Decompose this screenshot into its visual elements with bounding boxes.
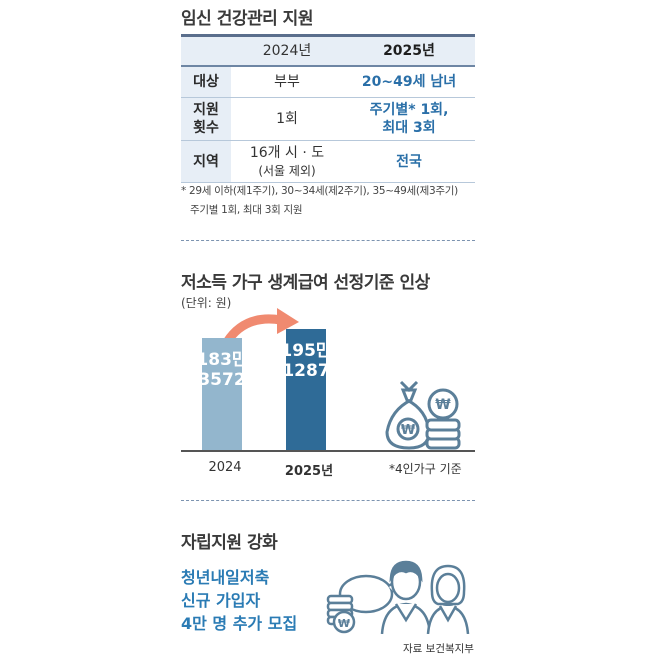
row-label-target: 대상 <box>181 67 231 97</box>
table-footnote-line1: * 29세 이하(제1주기), 30~34세(제2주기), 35~49세(제3주… <box>181 185 458 197</box>
cell-2024-region: 16개 시 · 도 (서울 제외) <box>231 141 343 182</box>
cell-2024-region-line1: 16개 시 · 도 <box>249 144 325 161</box>
announcement-line2: 신규 가입자 <box>181 591 261 610</box>
source-label: 자료 보건복지부 <box>403 643 474 655</box>
announcement-line1: 청년내일저축 <box>181 568 270 587</box>
cell-2024-target: 부부 <box>274 74 300 90</box>
cell-2025-region: 전국 <box>396 153 422 170</box>
bar-chart: 183만 3572 195만 1287 2024 2025년 ₩ ₩ *4인가구… <box>181 300 475 480</box>
svg-text:₩: ₩ <box>338 617 350 630</box>
cell-2025-count-line2: 최대 3회 <box>382 120 436 136</box>
chart-unit-label: (단위: 원) <box>181 296 232 310</box>
young-man-icon <box>380 560 432 634</box>
coin-stack-icon: ₩ <box>425 388 461 450</box>
table-footnote-line2: 주기별 1회, 최대 3회 지원 <box>190 204 303 216</box>
bar-value-2024-line2: 3572 <box>198 370 246 390</box>
header-rule <box>181 65 475 67</box>
table-row: 지역 16개 시 · 도 (서울 제외) 전국 <box>181 141 475 182</box>
table-bottom-rule <box>181 182 475 183</box>
cell-2025-count: 주기별* 1회, 최대 3회 <box>343 98 475 140</box>
section-divider <box>181 240 475 241</box>
chart-footnote: *4인가구 기준 <box>389 462 462 476</box>
header-blank-cell <box>181 37 231 65</box>
x-tick-2025: 2025년 <box>284 464 334 479</box>
cell-2024-region-line2: (서울 제외) <box>258 163 316 178</box>
cell-2025-target: 20~49세 남녀 <box>361 74 457 90</box>
svg-text:₩: ₩ <box>435 397 451 413</box>
row-label-region: 지역 <box>181 141 231 182</box>
savings-announcement: 청년내일저축 신규 가입자 4만 명 추가 모집 <box>181 566 297 635</box>
row-label-count-line1: 지원 <box>193 102 219 118</box>
table-row: 지원 횟수 1회 주기별* 1회, 최대 3회 <box>181 98 475 140</box>
curved-arrow-icon <box>222 308 299 346</box>
money-bag-icon: ₩ <box>385 380 431 450</box>
row-rule <box>181 97 475 98</box>
svg-text:₩: ₩ <box>401 423 416 438</box>
section-title-pregnancy: 임신 건강관리 지원 <box>181 9 313 29</box>
bar-value-2024-line1: 183만 <box>196 350 248 370</box>
bar-value-2025-line2: 1287 <box>282 361 330 381</box>
young-woman-icon <box>426 564 470 634</box>
bar-value-label-2024: 183만 3572 <box>192 350 252 390</box>
piggy-bank-icon: ₩ <box>326 574 398 634</box>
bar-2024 <box>202 338 242 450</box>
table-top-rule <box>181 34 475 37</box>
announcement-line3: 4만 명 추가 모집 <box>181 614 298 633</box>
chart-baseline <box>181 450 475 452</box>
header-2024: 2024년 <box>262 43 312 59</box>
table-row: 대상 부부 20~49세 남녀 <box>181 67 475 97</box>
cell-2025-count-line1: 주기별* 1회, <box>369 102 449 118</box>
row-label-count: 지원 횟수 <box>181 98 231 140</box>
bar-value-2025-line1: 195만 <box>280 341 332 361</box>
table-header-row: 2024년 2025년 <box>181 37 475 65</box>
bar-2025 <box>286 329 326 450</box>
row-label-count-line2: 횟수 <box>193 120 219 136</box>
cell-2024-count: 1회 <box>276 111 298 127</box>
bar-value-label-2025: 195만 1287 <box>276 341 336 381</box>
section-divider <box>181 500 475 501</box>
x-tick-2024: 2024 <box>208 460 242 475</box>
section-title-livelihood: 저소득 가구 생계급여 선정기준 인상 <box>181 273 430 293</box>
header-2025: 2025년 <box>383 43 435 59</box>
row-rule <box>181 140 475 141</box>
section-title-independence: 자립지원 강화 <box>181 533 278 553</box>
